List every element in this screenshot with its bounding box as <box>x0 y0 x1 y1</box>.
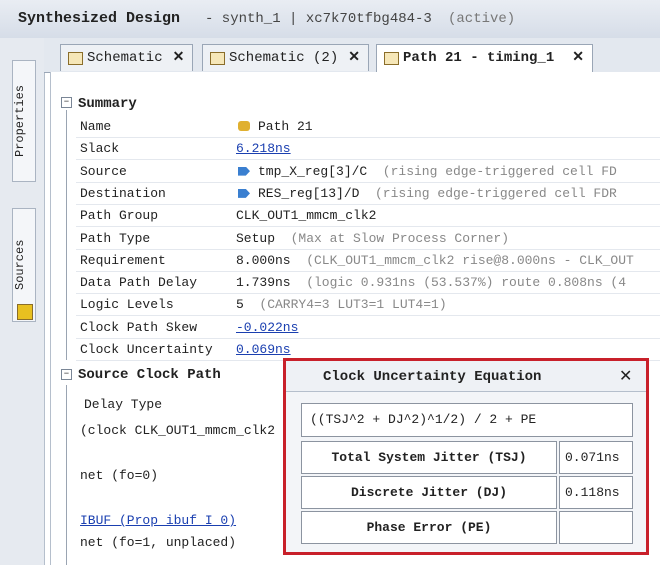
side-icon[interactable] <box>17 304 33 320</box>
row <box>76 294 660 317</box>
row-value[interactable]: 6.218ns <box>236 141 291 157</box>
row-label: Path Type <box>80 230 151 246</box>
row <box>76 250 660 272</box>
row-value[interactable]: 0.069ns <box>236 342 291 357</box>
row-note: (logic 0.931ns (53.537%) route 0.808ns (… <box>306 275 627 291</box>
path-line: Delay Type <box>84 397 163 412</box>
popup-title: Clock Uncertainty Equation <box>323 369 542 385</box>
row-note: (CLK_OUT1_mmcm_clk2 rise@8.000ns - CLK_O… <box>306 252 634 268</box>
jitter-value: 0.071ns <box>565 450 620 465</box>
popup-close[interactable]: ✕ <box>619 368 633 386</box>
cell-icon <box>238 188 250 198</box>
path-line[interactable]: IBUF (Prop ibuf I 0) <box>80 513 237 528</box>
row-value: CLK_OUT1_mmcm_clk2 <box>236 208 377 224</box>
row-value: tmp_X_reg[3]/C <box>258 163 368 179</box>
row-value: RES_reg[13]/D <box>258 185 360 201</box>
row-note: (rising edge-triggered cell FDR <box>375 185 617 201</box>
jitter-label-cell: Total System Jitter (TSJ) <box>301 441 557 474</box>
row <box>76 228 660 250</box>
row-value: 8.000ns <box>236 252 291 268</box>
tab-label: Path 21 - timing_1 <box>403 50 555 66</box>
tab-label: Schematic <box>87 50 163 66</box>
title-bar: Synthesized Design - synth_1 | xc7k70tfb… <box>0 0 660 39</box>
tree-line <box>66 385 67 565</box>
path-line: net (fo=0) <box>80 468 159 483</box>
tree-line <box>66 110 67 360</box>
tab-active[interactable]: Path 21 - timing_1 ✕ <box>376 44 593 73</box>
section-title: Source Clock Path <box>78 367 221 383</box>
row-label: Clock Path Skew <box>80 319 198 335</box>
jitter-label-cell: Phase Error (PE) <box>301 511 557 544</box>
tab[interactable]: Schematic (2) ✕ <box>202 44 369 71</box>
tab-label: Schematic (2) <box>229 50 339 66</box>
jitter-value-cell: 0.118ns <box>559 476 633 509</box>
row-value: 5 <box>236 297 244 313</box>
collapse-toggle[interactable]: − <box>61 369 72 380</box>
equation: ((TSJ^2 + DJ^2)^1/2) / 2 + PE <box>310 412 537 427</box>
row-label: Path Group <box>80 208 159 224</box>
path-line: net (fo=1, unplaced) <box>80 535 237 550</box>
design-title: Synthesized Design <box>18 10 181 27</box>
row-label: Destination <box>80 185 166 201</box>
jitter-label: Total System Jitter (TSJ) <box>331 450 527 465</box>
key-icon <box>238 121 250 131</box>
row-value: 1.739ns <box>236 275 291 291</box>
jitter-value-cell <box>559 511 633 544</box>
row-label: Data Path Delay <box>80 275 198 291</box>
tab[interactable]: Schematic ✕ <box>60 44 194 71</box>
equation-cell: ((TSJ^2 + DJ^2)^1/2) / 2 + PE <box>301 403 633 437</box>
row-note: (rising edge-triggered cell FD <box>382 163 617 179</box>
row-label: Logic Levels <box>80 297 174 313</box>
row <box>76 116 660 138</box>
side-bar: Properties Sources <box>0 38 45 565</box>
row <box>76 205 660 228</box>
row-label: Source <box>80 163 127 179</box>
row <box>76 272 660 295</box>
side-tab[interactable]: Properties <box>12 60 36 182</box>
row <box>76 183 660 205</box>
collapse-toggle[interactable]: − <box>61 97 72 108</box>
popup-titlebar <box>286 361 646 392</box>
row-value[interactable]: -0.022ns <box>236 319 299 335</box>
popup: Clock Uncertainty Equation ✕ ((TSJ^2 + D… <box>283 358 649 555</box>
row-label: Slack <box>80 141 120 157</box>
cell-icon <box>238 166 250 176</box>
jitter-label: Discrete Jitter (DJ) <box>350 485 508 500</box>
row <box>76 161 660 183</box>
row-label: Clock Uncertainty <box>80 342 213 357</box>
section-title: Summary <box>78 96 137 112</box>
row-note: (Max at Slow Process Corner) <box>290 230 510 246</box>
jitter-value-cell: 0.071ns <box>559 441 633 474</box>
jitter-label-cell: Discrete Jitter (DJ) <box>301 476 557 509</box>
design-status: (active) <box>448 11 516 27</box>
row-value: Setup <box>236 230 276 246</box>
row <box>76 317 660 339</box>
jitter-value: 0.118ns <box>565 485 620 500</box>
row-label: Requirement <box>80 252 166 268</box>
row-note: (CARRY4=3 LUT3=1 LUT4=1) <box>259 297 447 313</box>
path-line: (clock CLK_OUT1_mmcm_clk2 <box>80 423 276 438</box>
jitter-label: Phase Error (PE) <box>366 520 492 535</box>
row-value: Path 21 <box>258 119 313 134</box>
row <box>76 138 660 161</box>
row-label: Name <box>80 119 112 134</box>
design-info: - synth_1 | xc7k70tfbg484-3 <box>205 11 432 27</box>
